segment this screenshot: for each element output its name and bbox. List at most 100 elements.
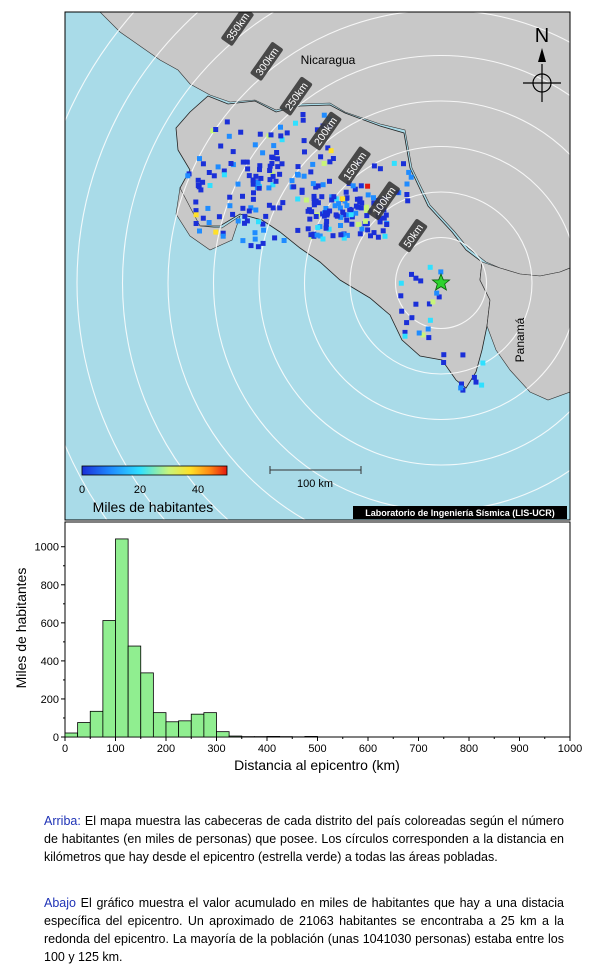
population-dot	[441, 352, 447, 358]
population-dot	[459, 381, 464, 387]
population-dot	[313, 214, 319, 219]
population-dot	[349, 221, 355, 227]
population-dot	[341, 212, 347, 218]
population-dot	[319, 194, 325, 200]
population-dot	[268, 132, 274, 138]
population-dot	[230, 149, 236, 155]
caption-top: Arriba: El mapa muestra las cabeceras de…	[44, 812, 564, 866]
population-dot	[224, 119, 230, 125]
distance-ring	[76, 12, 199, 520]
population-dot	[313, 198, 319, 204]
population-dot	[195, 177, 201, 183]
population-dot	[238, 129, 244, 135]
caption-bottom: Abajo El gráfico muestra el valor acumul…	[44, 894, 564, 966]
population-dot	[402, 333, 408, 339]
population-dot	[266, 202, 272, 208]
population-dot	[418, 278, 424, 284]
x-axis-label: Distancia al epicentro (km)	[234, 757, 400, 773]
population-dot	[357, 196, 363, 202]
population-dot	[252, 142, 258, 148]
population-dot	[338, 232, 344, 238]
population-dot	[211, 173, 217, 179]
population-dot	[336, 201, 342, 207]
population-dot	[350, 183, 356, 189]
population-dot	[197, 156, 202, 162]
x-tick-label: 600	[359, 743, 377, 755]
distance-ring	[303, 145, 570, 421]
population-dot	[480, 360, 486, 366]
population-dot	[300, 117, 306, 123]
population-dot	[402, 329, 408, 335]
caption-bottom-text: El gráfico muestra el valor acumulado en…	[44, 896, 564, 964]
north-arrow-icon: N	[523, 25, 561, 102]
population-dot	[348, 212, 354, 218]
population-dot	[308, 232, 314, 238]
population-dot	[340, 196, 346, 202]
population-dot	[295, 227, 301, 233]
histogram-bar	[228, 735, 243, 738]
population-dot	[293, 120, 298, 126]
population-dot	[266, 185, 272, 191]
y-tick-label: 400	[41, 656, 59, 668]
ring-label: 400km	[191, 0, 225, 12]
population-dot	[256, 219, 261, 225]
population-dot	[368, 233, 373, 239]
population-dot	[434, 290, 440, 296]
population-dot	[333, 212, 339, 218]
population-dot	[309, 209, 315, 215]
population-dot	[358, 205, 364, 211]
population-dot	[207, 183, 213, 188]
population-dot	[206, 170, 212, 175]
population-dot	[371, 195, 376, 201]
population-dot	[318, 154, 324, 160]
population-dot	[242, 213, 248, 219]
population-dot	[406, 169, 412, 175]
population-dot	[330, 233, 336, 239]
population-dot	[273, 178, 279, 184]
population-dot	[228, 161, 234, 166]
population-dot	[441, 360, 447, 365]
population-dot	[271, 143, 277, 149]
distance-ring	[122, 12, 275, 520]
population-dot	[315, 183, 321, 189]
population-dot	[303, 197, 309, 203]
population-dot	[200, 215, 206, 221]
population-dot	[458, 385, 464, 391]
population-dot	[322, 210, 328, 216]
population-dot	[344, 232, 350, 238]
histogram-bar	[89, 710, 104, 738]
population-dot	[314, 127, 320, 133]
population-dot	[426, 335, 432, 341]
population-dot	[328, 148, 334, 154]
population-dot	[206, 220, 212, 225]
population-dot	[269, 161, 275, 166]
population-dot	[377, 166, 383, 172]
population-dot	[323, 225, 329, 231]
population-dot	[227, 194, 233, 200]
population-dot	[323, 206, 329, 211]
population-dot	[338, 214, 344, 220]
population-dot	[279, 161, 285, 167]
population-dot	[213, 127, 219, 132]
population-dot	[471, 374, 477, 380]
colorbar-title: Miles de habitantes	[93, 499, 214, 515]
population-dot	[382, 233, 388, 239]
population-dot	[430, 299, 436, 305]
population-dot	[210, 128, 216, 134]
population-dot	[279, 137, 285, 143]
population-dot	[404, 192, 410, 197]
population-dot	[270, 205, 276, 211]
population-dot	[337, 205, 343, 211]
population-dot	[340, 209, 346, 215]
population-dot	[330, 156, 336, 161]
population-dot	[280, 200, 286, 206]
population-dot	[235, 181, 241, 187]
population-dot	[365, 227, 371, 233]
population-dot	[311, 233, 317, 239]
population-dot	[327, 208, 333, 214]
population-dot	[240, 238, 246, 244]
population-dot	[246, 208, 252, 214]
population-dot	[248, 243, 254, 249]
population-dot	[230, 211, 236, 217]
population-dot	[327, 178, 332, 184]
